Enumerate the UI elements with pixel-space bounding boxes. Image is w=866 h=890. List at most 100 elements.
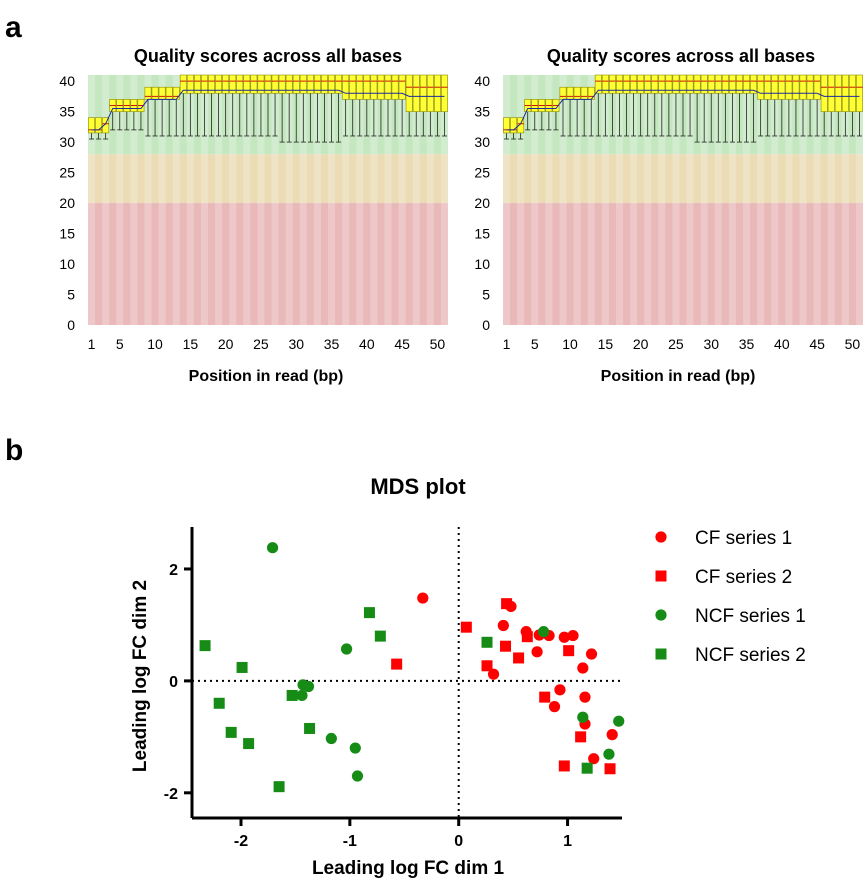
quality-chart-1-column-stripe bbox=[172, 75, 180, 325]
quality-chart-1-box bbox=[349, 74, 357, 100]
quality-chart-2-box bbox=[792, 74, 800, 100]
mds-point-ncf-series-1 bbox=[603, 748, 615, 760]
quality-chart-1-box bbox=[172, 86, 180, 100]
mds-point-ncf-series-1 bbox=[266, 542, 279, 554]
quality-chart-2: Quality scores across all bases 05101520… bbox=[474, 46, 863, 385]
quality-chart-1-column-stripe bbox=[243, 75, 251, 325]
quality-chart-2-box bbox=[665, 74, 673, 94]
mds-point-ncf-series-1 bbox=[613, 715, 625, 727]
quality-chart-2-column-stripe bbox=[728, 75, 736, 325]
mds-point-ncf-series-1 bbox=[349, 742, 361, 754]
quality-chart-1-x-tick-label: 1 bbox=[88, 336, 96, 352]
quality-chart-1-column-stripe bbox=[229, 75, 237, 325]
quality-chart-2-column-stripe bbox=[799, 75, 807, 325]
quality-chart-1-column-stripe bbox=[144, 75, 152, 325]
quality-chart-1-y-tick-label: 10 bbox=[59, 256, 75, 272]
quality-chart-2-column-stripe bbox=[658, 75, 666, 325]
quality-chart-1-box bbox=[250, 74, 258, 94]
quality-chart-2-y-tick-label: 5 bbox=[482, 287, 490, 303]
mds-point-ncf-series-2 bbox=[304, 722, 316, 734]
quality-chart-1-column-stripe bbox=[200, 75, 208, 325]
quality-chart-1-box bbox=[306, 74, 314, 94]
quality-chart-1-box bbox=[426, 74, 434, 112]
quality-chart-1-y-tick-label: 20 bbox=[59, 195, 75, 211]
quality-chart-1-box bbox=[398, 74, 406, 100]
quality-chart-2-column-stripe bbox=[601, 75, 609, 325]
quality-chart-1-box bbox=[299, 74, 307, 94]
legend-label-ncf-series-2: NCF series 2 bbox=[695, 645, 806, 666]
legend-marker-ncf-series-1 bbox=[655, 609, 667, 621]
quality-chart-1-x-tick-label: 45 bbox=[394, 336, 410, 352]
quality-chart-2-box bbox=[728, 74, 736, 94]
quality-chart-1-x-tick-label: 25 bbox=[253, 336, 269, 352]
quality-chart-2-x-tick-label: 30 bbox=[703, 336, 719, 352]
quality-chart-2-x-tick-label: 50 bbox=[845, 336, 861, 352]
mds-point-cf-series-1 bbox=[585, 648, 598, 660]
quality-chart-1-x-tick-label: 10 bbox=[147, 336, 163, 352]
mds-point-ncf-series-2 bbox=[273, 781, 285, 793]
mds-plot-axes: -2 -1 0 1 -2 0 2 bbox=[164, 527, 622, 850]
quality-chart-1-box bbox=[158, 86, 166, 100]
quality-chart-1-box bbox=[370, 74, 378, 100]
quality-chart-1-box bbox=[88, 117, 95, 134]
quality-chart-2-box bbox=[566, 86, 574, 100]
quality-chart-1-zone-bad bbox=[88, 203, 448, 325]
quality-chart-1-column-stripe bbox=[102, 75, 110, 325]
mds-point-cf-series-1 bbox=[548, 701, 561, 713]
quality-chart-1-title: Quality scores across all bases bbox=[134, 46, 402, 66]
quality-chart-1-box bbox=[186, 74, 194, 94]
quality-chart-1-box bbox=[165, 86, 173, 100]
quality-chart-2-box bbox=[594, 74, 602, 94]
quality-chart-1-box bbox=[201, 74, 208, 94]
quality-chart-1-box bbox=[222, 74, 230, 94]
quality-chart-1-box bbox=[313, 74, 321, 94]
mds-point-cf-series-1 bbox=[606, 729, 618, 741]
mds-point-ncf-series-2 bbox=[236, 661, 248, 673]
mds-point-cf-series-2 bbox=[604, 763, 616, 775]
quality-chart-1-column-stripe bbox=[88, 75, 96, 325]
quality-chart-2-box bbox=[644, 74, 652, 94]
quality-chart-2-box bbox=[771, 74, 779, 100]
quality-chart-1-column-stripe bbox=[158, 75, 166, 325]
quality-chart-2-mean-line bbox=[506, 89, 860, 131]
mds-point-ncf-series-2 bbox=[199, 640, 211, 652]
mds-point-ncf-series-2 bbox=[286, 689, 298, 701]
quality-chart-2-column-stripe bbox=[573, 75, 581, 325]
quality-chart-1: Quality scores across all bases 05101520… bbox=[59, 46, 448, 385]
mds-point-ncf-series-2 bbox=[481, 636, 493, 648]
quality-chart-2-box bbox=[679, 74, 687, 94]
quality-chart-2-column-stripe bbox=[559, 75, 567, 325]
quality-chart-2-title: Quality scores across all bases bbox=[547, 46, 815, 66]
quality-chart-2-x-tick-label: 40 bbox=[774, 336, 790, 352]
quality-chart-1-x-axis-label: Position in read (bp) bbox=[189, 368, 344, 385]
mds-point-cf-series-1 bbox=[558, 631, 570, 643]
quality-chart-2-y-tick-label: 20 bbox=[474, 195, 490, 211]
quality-chart-2-column-stripe bbox=[531, 75, 539, 325]
mds-x-tick-label: -2 bbox=[234, 833, 248, 850]
quality-chart-2-x-tick-label: 25 bbox=[668, 336, 684, 352]
quality-chart-1-column-stripe bbox=[398, 75, 406, 325]
mds-point-ncf-series-2 bbox=[363, 607, 375, 619]
quality-chart-2-column-stripe bbox=[545, 75, 553, 325]
quality-chart-2-column-stripe bbox=[630, 75, 638, 325]
mds-plot: MDS plot -2 -1 0 1 -2 0 2 Leading log FC dim 1… bbox=[130, 474, 806, 879]
quality-chart-2-column-stripe bbox=[587, 75, 595, 325]
mds-plot-title: MDS plot bbox=[370, 474, 466, 499]
quality-chart-2-x-tick-label: 15 bbox=[598, 336, 614, 352]
quality-chart-1-box bbox=[321, 74, 328, 94]
quality-chart-2-box bbox=[806, 74, 814, 100]
quality-chart-1-box bbox=[278, 74, 286, 94]
quality-chart-1-column-stripe bbox=[342, 75, 350, 325]
quality-chart-1-column-stripe bbox=[440, 75, 448, 325]
quality-chart-2-box bbox=[559, 86, 567, 100]
quality-chart-1-column-stripe bbox=[299, 75, 307, 325]
quality-chart-2-zone-bad bbox=[503, 203, 863, 325]
quality-chart-2-box bbox=[820, 74, 828, 112]
quality-chart-1-y-tick-label: 35 bbox=[59, 104, 75, 120]
quality-chart-1-box bbox=[236, 74, 244, 94]
quality-chart-1-column-stripe bbox=[257, 75, 265, 325]
quality-chart-2-box bbox=[672, 74, 680, 94]
quality-chart-1-mean-line bbox=[91, 89, 445, 131]
